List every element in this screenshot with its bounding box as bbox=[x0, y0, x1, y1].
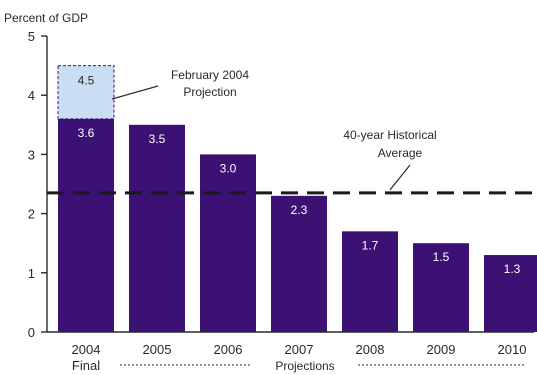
bar-value-label: 2.3 bbox=[291, 203, 308, 217]
bar-2007 bbox=[271, 195, 327, 332]
y-tick-label: 2 bbox=[28, 207, 35, 222]
bar-value-label: 1.7 bbox=[362, 238, 379, 252]
bar-2005 bbox=[129, 124, 185, 332]
reference-line-group: 40-year Historical Average bbox=[47, 128, 534, 195]
y-axis: 0 1 2 3 4 5 bbox=[28, 29, 48, 340]
y-tick-label: 3 bbox=[28, 147, 35, 162]
bar-2009 bbox=[413, 243, 469, 332]
projection-annotation-leader bbox=[111, 85, 159, 100]
projection-annotation-line2: Projection bbox=[183, 85, 236, 99]
bar-value-label: 1.3 bbox=[504, 262, 521, 276]
x-tick-label: 2007 bbox=[285, 342, 314, 357]
y-tick-label: 0 bbox=[28, 325, 35, 340]
bar-value-label: 3.5 bbox=[149, 132, 166, 146]
reference-label-line2: Average bbox=[378, 146, 423, 160]
reference-label-leader bbox=[389, 164, 411, 191]
projection-overlay-value-label: 4.5 bbox=[78, 74, 95, 88]
y-tick-label: 4 bbox=[28, 88, 35, 103]
projection-overlay-group: 4.5 February 2004 Projection bbox=[57, 65, 249, 120]
y-tick-label: 5 bbox=[28, 29, 35, 44]
x-tick-label: 2005 bbox=[143, 342, 172, 357]
bar-2008 bbox=[342, 231, 398, 332]
bar-2006 bbox=[200, 154, 256, 332]
x-tick-label: 2006 bbox=[214, 342, 243, 357]
bar-2004 bbox=[58, 118, 114, 332]
projection-annotation-line1: February 2004 bbox=[171, 68, 249, 82]
x-tick-label: 2004 bbox=[72, 342, 101, 357]
x-tick-label: 2009 bbox=[427, 342, 456, 357]
bars: 3.6 3.5 3.0 2.3 1.7 1.5 1.3 bbox=[58, 118, 537, 332]
y-axis-title: Percent of GDP bbox=[4, 11, 88, 25]
bar-value-label: 3.6 bbox=[78, 126, 95, 140]
y-tick-label: 1 bbox=[28, 266, 35, 281]
x-tick-label: 2010 bbox=[498, 342, 527, 357]
x-tick-label: 2008 bbox=[356, 342, 385, 357]
bar-value-label: 1.5 bbox=[433, 250, 450, 264]
bar-value-label: 3.0 bbox=[220, 161, 237, 175]
x-tick-sublabel: Final bbox=[72, 358, 100, 373]
bar-2010 bbox=[484, 255, 537, 332]
projections-group-label: Projections bbox=[275, 359, 334, 373]
reference-label-line1: 40-year Historical bbox=[343, 128, 436, 142]
